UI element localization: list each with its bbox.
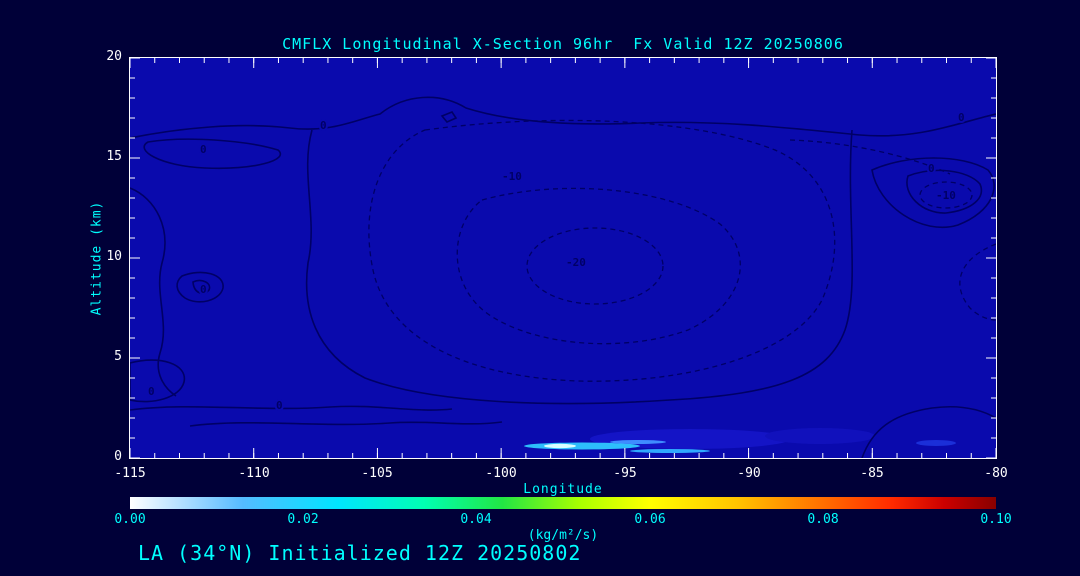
- axis-ticks: [130, 58, 996, 458]
- contour-label-zero: 0: [928, 162, 935, 175]
- x-tick-label: -80: [984, 466, 1008, 481]
- surface-streak: [610, 440, 666, 444]
- contour-plot: 0 0 0 0 0 0 0 -10 -10 -20: [130, 58, 996, 458]
- x-tick-label: -95: [613, 466, 637, 481]
- contour-lines: [130, 96, 996, 458]
- contour-label-zero: 0: [148, 385, 155, 398]
- colorbar-tick-label: 0.10: [980, 512, 1012, 527]
- colorbar-tick-label: 0.06: [634, 512, 666, 527]
- x-tick-label: -100: [485, 466, 517, 481]
- surface-streak-bright: [544, 443, 576, 449]
- contour-label-zero: 0: [958, 111, 965, 124]
- y-tick-label: 0: [114, 449, 122, 464]
- surface-flux-streaks: [524, 428, 956, 453]
- footer-text: LA (34°N) Initialized 12Z 20250802: [138, 541, 582, 565]
- y-tick-label: 5: [114, 349, 122, 364]
- colorbar-tick-label: 0.00: [114, 512, 146, 527]
- colorbar-units-label: (kg/m²/s): [527, 528, 599, 543]
- y-tick-label: 20: [106, 49, 122, 64]
- x-tick-label: -85: [860, 466, 884, 481]
- contour-label-minus10: -10: [502, 170, 522, 183]
- contour-labels: 0 0 0 0 0 0 0 -10 -10 -20: [146, 109, 967, 414]
- contour-label-zero: 0: [200, 143, 207, 156]
- colorbar-tick-label: 0.02: [287, 512, 319, 527]
- contour-label-minus20: -20: [566, 256, 586, 269]
- contour-label-zero: 0: [200, 283, 207, 296]
- weak-flux-patch: [765, 428, 875, 444]
- colorbar-tick-label: 0.08: [807, 512, 839, 527]
- x-tick-label: -90: [737, 466, 761, 481]
- y-tick-label: 10: [106, 249, 122, 264]
- plot-area: 0 0 0 0 0 0 0 -10 -10 -20: [129, 57, 997, 459]
- contour-label-zero: 0: [320, 119, 327, 132]
- weak-flux-spot: [916, 440, 956, 446]
- x-tick-label: -110: [238, 466, 270, 481]
- chart-title: CMFLX Longitudinal X-Section 96hr Fx Val…: [282, 35, 844, 53]
- weak-flux-patch: [590, 429, 790, 449]
- x-axis-title: Longitude: [523, 482, 603, 497]
- x-tick-label: -105: [361, 466, 393, 481]
- surface-streak: [630, 449, 710, 453]
- contour-label-zero: 0: [276, 399, 283, 412]
- y-tick-label: 15: [106, 149, 122, 164]
- x-tick-label: -115: [114, 466, 146, 481]
- contour-label-minus10: -10: [936, 189, 956, 202]
- colorbar-gradient: [130, 497, 996, 509]
- colorbar-tick-label: 0.04: [460, 512, 492, 527]
